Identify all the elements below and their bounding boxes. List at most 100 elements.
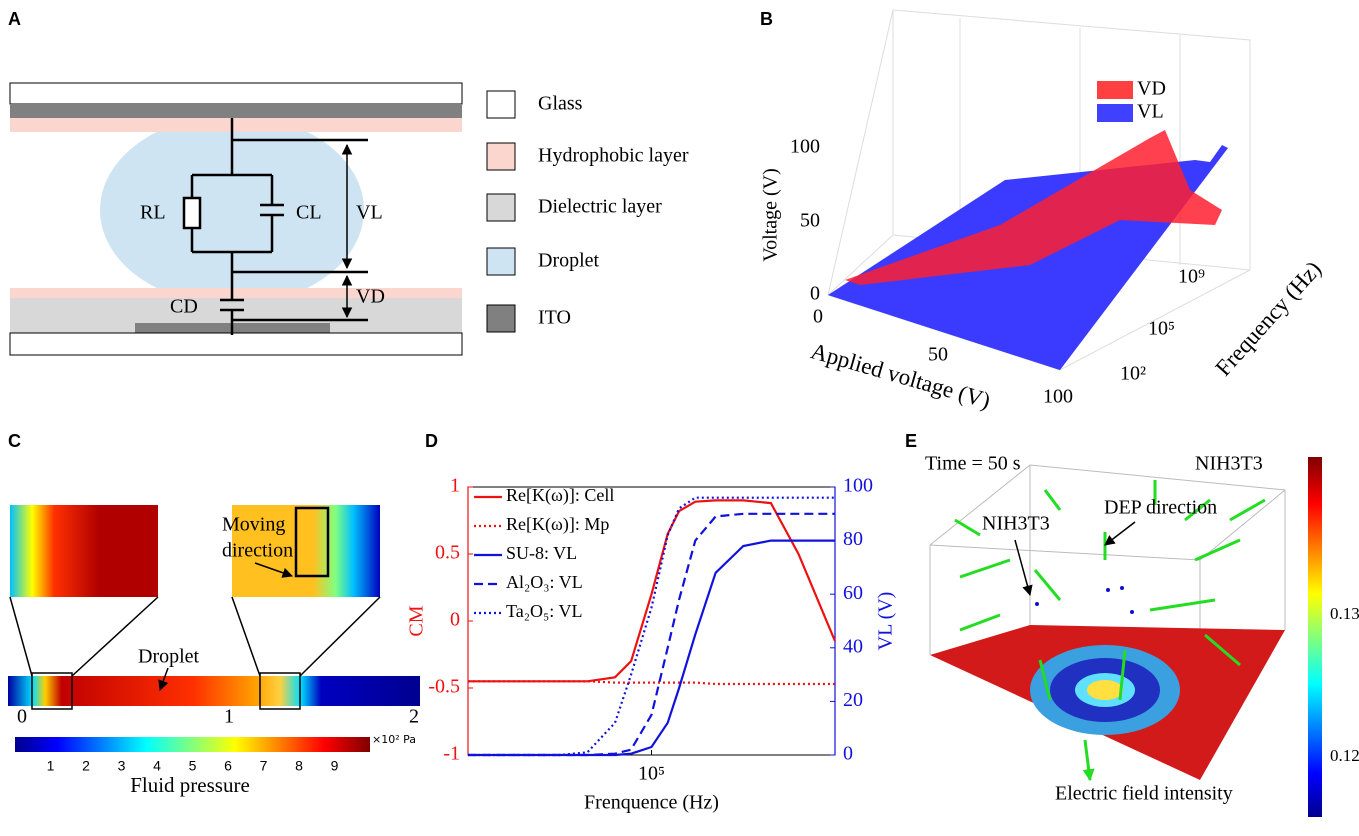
legend-swatch: [487, 91, 515, 118]
tick-label: 0: [810, 283, 820, 305]
tick-label: 2: [409, 706, 419, 728]
colorbar-ticks: 1 2 3 4 5 6 7 8 9: [47, 758, 339, 774]
glass: [10, 83, 462, 104]
label: CL: [296, 202, 322, 224]
y-tick-label: 1: [450, 475, 460, 497]
colorbar-tick: 0.12: [1330, 746, 1359, 765]
arrow: [1105, 522, 1135, 545]
y2-tick-label: 20: [843, 689, 863, 711]
panel-label: D: [425, 431, 438, 451]
tick-label: 1: [224, 706, 234, 728]
figure: A RL CL VL VD CD Glass Hydrophobic layer…: [0, 0, 1359, 831]
annotation: direction: [222, 540, 293, 562]
y-axis-label: CM: [406, 605, 428, 636]
panel-d: D -1 -0.5 0 0.5 1 0 20 40 60 80 100 10⁵ Frenquence (…: [406, 431, 897, 814]
y2-axis-label: VL (V): [875, 592, 897, 651]
panel-label: B: [760, 9, 773, 29]
tick-label: 0: [17, 706, 27, 728]
legend-text: Re[K(ω)]: Mp: [506, 514, 609, 535]
y2-tick-label: 0: [843, 743, 853, 765]
panel-b: B VD VL Voltage (V) 0 50 100 0 50 100 Ap…: [760, 9, 1327, 414]
legend-text: ITO: [538, 307, 571, 329]
axis-label: Applied voltage (V): [808, 338, 993, 413]
colorbar-unit: ×10² Pa: [372, 733, 416, 746]
tick-label: 50: [800, 210, 820, 232]
field-pattern: [1087, 680, 1123, 700]
annotation: NIH3T3: [1195, 453, 1263, 475]
y-tick-label: 0.5: [435, 542, 460, 564]
legend-text: Dielectric layer: [538, 196, 662, 218]
hydrophobic: [10, 118, 462, 132]
y2-tick-label: 100: [843, 475, 873, 497]
label: VD: [356, 286, 385, 308]
colorbar: [1308, 457, 1322, 817]
panel-e: E Time = 50 s NIH3T3 NIH3T3 DEP directio…: [905, 431, 1359, 817]
annotation: DEP direction: [1104, 497, 1217, 519]
label: RL: [140, 202, 166, 224]
legend-text: Ta₂O₅: VL: [506, 601, 582, 621]
label: CD: [170, 296, 198, 318]
legend-text: Droplet: [538, 250, 600, 272]
colorbar-tick: 4: [153, 758, 161, 774]
colorbar-tick: 3: [118, 758, 126, 774]
cells: [1035, 586, 1134, 614]
colorbar-tick: 5: [189, 758, 197, 774]
tick-label: 100: [1043, 386, 1073, 408]
colorbar-tick: 9: [331, 758, 339, 774]
tick-label: 10⁹: [1178, 266, 1205, 288]
hydrophobic: [10, 288, 462, 298]
glass: [10, 333, 462, 355]
axis-label: Voltage (V): [760, 168, 782, 262]
y-tick-label: 0: [450, 609, 460, 631]
legend-text: Re[K(ω)]: Cell: [506, 485, 614, 506]
panel-c: C Moving direction Droplet 0 1 2 1 2 3 4 5 6 7…: [8, 431, 420, 797]
panel-a: A RL CL VL VD CD Glass Hydrophobic layer…: [8, 9, 689, 355]
colorbar-tick: 2: [82, 758, 90, 774]
panel-label: E: [905, 431, 917, 451]
legend-swatch: [1097, 104, 1133, 122]
colorbar-tick: 7: [260, 758, 268, 774]
axis-label: Frequency (Hz): [1211, 256, 1327, 380]
colorbar-label: Fluid pressure: [130, 773, 250, 797]
legend-text: Glass: [538, 93, 583, 115]
annotation: Time = 50 s: [925, 453, 1021, 475]
legend-swatch: [487, 143, 515, 170]
legend-text: VL: [1137, 101, 1164, 123]
arrow: [1015, 540, 1030, 595]
ito: [10, 104, 462, 118]
y2-tick-label: 80: [843, 528, 863, 550]
legend-text: Al₂O₃: VL: [506, 572, 583, 592]
annotation: Moving: [222, 514, 285, 536]
zoom-image: [10, 505, 158, 597]
legend-swatch: [1097, 81, 1133, 99]
series-line: [468, 681, 835, 684]
tick-label: 10⁵: [1148, 318, 1175, 340]
tick-label: 10²: [1120, 363, 1146, 385]
pressure-strip: [8, 676, 420, 706]
y2-tick-label: 40: [843, 635, 863, 657]
legend-text: Hydrophobic layer: [538, 145, 689, 167]
annotation: Droplet: [138, 646, 200, 668]
legend-swatch: [487, 194, 515, 221]
legend-swatch: [487, 248, 515, 275]
x-axis-label: Frenquence (Hz): [584, 792, 719, 814]
colorbar: [15, 737, 370, 752]
annotation: NIH3T3: [982, 513, 1050, 535]
colorbar-tick: 1: [47, 758, 55, 774]
x-tick-label: 10⁵: [638, 763, 665, 785]
legend-text: VD: [1137, 78, 1166, 100]
colorbar-tick: 0.13: [1330, 604, 1359, 623]
panel-label: A: [8, 9, 21, 29]
annotation: Electric field intensity: [1055, 783, 1233, 805]
y-tick-label: -1: [443, 743, 460, 765]
tick-label: 50: [928, 344, 948, 366]
y-tick-label: -0.5: [428, 676, 460, 698]
y2-tick-label: 60: [843, 582, 863, 604]
label: VL: [356, 202, 383, 224]
colorbar-tick: 8: [295, 758, 303, 774]
tick-label: 0: [813, 306, 823, 328]
panel-label: C: [8, 431, 21, 451]
legend-text: SU-8: VL: [506, 543, 577, 563]
colorbar-tick: 6: [224, 758, 232, 774]
legend-swatch: [487, 305, 515, 332]
